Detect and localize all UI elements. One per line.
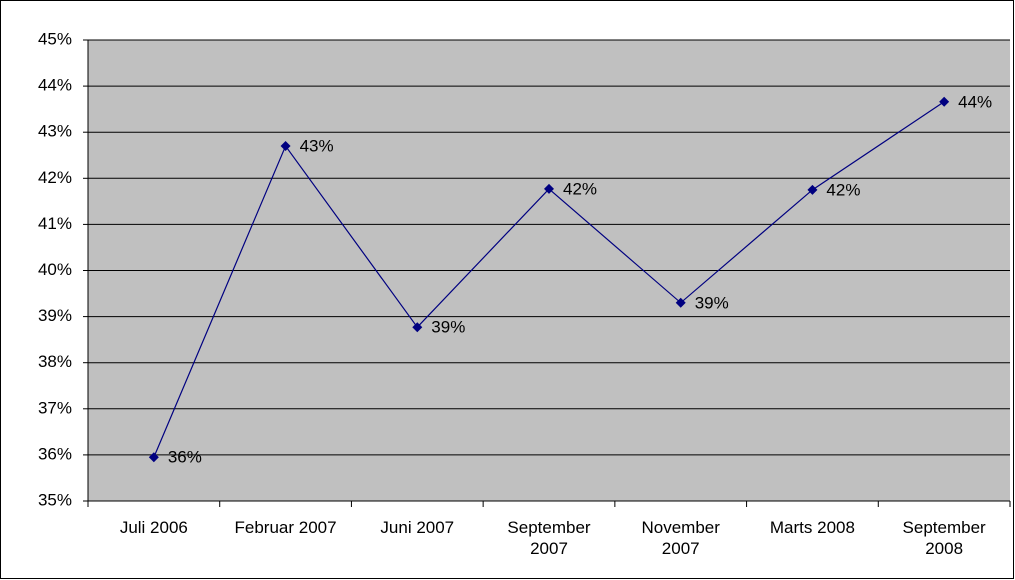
data-label: 43% bbox=[300, 137, 334, 156]
y-tick-label: 35% bbox=[38, 490, 72, 509]
x-tick-label: September 2008 bbox=[902, 518, 986, 558]
x-tick-label: September 2007 bbox=[507, 518, 591, 558]
marker bbox=[148, 452, 159, 463]
x-tick-label-box: Marts 2008 bbox=[769, 518, 855, 537]
x-tick-label: November 2007 bbox=[641, 518, 720, 558]
x-tick-label-box: Juni 2007 bbox=[380, 518, 455, 537]
y-tick-label: 38% bbox=[38, 352, 72, 371]
marker bbox=[675, 297, 686, 308]
y-tick-label: 41% bbox=[38, 214, 72, 233]
data-label: 39% bbox=[431, 318, 465, 337]
y-tick-label: 42% bbox=[38, 168, 72, 187]
data-label: 42% bbox=[563, 179, 597, 198]
data-label: 42% bbox=[826, 180, 860, 199]
x-tick-label-box: September 2007 bbox=[507, 518, 591, 558]
x-tick-label: Marts 2008 bbox=[769, 518, 855, 537]
y-tick-label: 43% bbox=[38, 122, 72, 141]
x-tick-label: Februar 2007 bbox=[234, 518, 337, 537]
y-tick-label: 36% bbox=[38, 444, 72, 463]
data-label: 44% bbox=[958, 92, 992, 111]
x-tick-label: Juni 2007 bbox=[380, 518, 455, 537]
x-tick-label-box: Februar 2007 bbox=[234, 518, 337, 537]
data-label: 36% bbox=[168, 448, 202, 467]
y-tick-label: 37% bbox=[38, 398, 72, 417]
marker bbox=[280, 141, 291, 152]
y-tick-label: 44% bbox=[38, 76, 72, 95]
y-tick-label: 45% bbox=[38, 29, 72, 48]
marker bbox=[544, 183, 554, 194]
y-tick-label: 39% bbox=[38, 306, 72, 325]
x-tick-label-box: November 2007 bbox=[641, 518, 720, 558]
marker bbox=[412, 322, 423, 333]
x-tick-label: Juli 2006 bbox=[119, 518, 188, 537]
y-tick-label: 40% bbox=[38, 260, 72, 279]
marker bbox=[939, 96, 950, 107]
x-tick-label-box: Juli 2006 bbox=[119, 518, 188, 537]
x-tick-label-box: September 2008 bbox=[902, 518, 986, 558]
marker bbox=[807, 184, 818, 195]
data-label: 39% bbox=[695, 293, 729, 312]
